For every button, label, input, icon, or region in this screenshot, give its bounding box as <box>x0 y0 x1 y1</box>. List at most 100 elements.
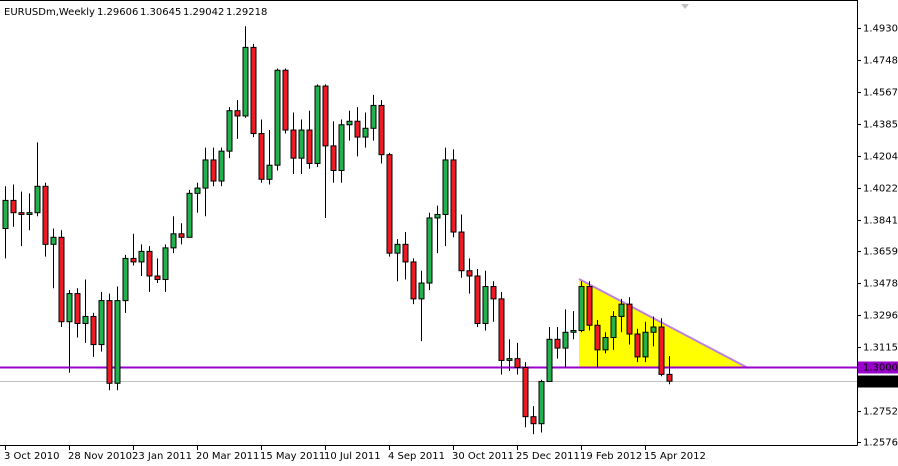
candle-body <box>322 85 329 147</box>
candle-body <box>138 250 145 263</box>
candle-body <box>402 243 409 263</box>
candle-body <box>242 46 249 117</box>
candle-body <box>98 300 105 346</box>
candle-body <box>466 270 473 277</box>
candle-body <box>594 324 601 351</box>
x-tick-label: 10 Jul 2011 <box>324 451 381 462</box>
candle-body <box>74 293 81 324</box>
shift-marker <box>681 4 689 9</box>
candle-body <box>626 303 633 335</box>
trend-line <box>578 278 749 369</box>
candle-body <box>250 46 257 135</box>
y-tick-label: 1.34780 <box>863 279 898 290</box>
candle-body <box>442 159 449 215</box>
candle-body <box>506 358 513 361</box>
y-tick-label: 1.36595 <box>863 247 898 258</box>
candle-body <box>82 315 89 324</box>
candle-body <box>26 212 33 215</box>
header-high: 1.30645 <box>140 7 181 18</box>
header-close: 1.29218 <box>226 7 267 18</box>
y-tick-label: 1.43855 <box>863 120 898 131</box>
candle-body <box>426 217 433 284</box>
candle-body <box>258 133 265 180</box>
header-open: 1.29606 <box>97 7 138 18</box>
y-tick-label: 1.42040 <box>863 152 898 163</box>
candle-body <box>538 381 545 425</box>
candle-body <box>386 154 393 254</box>
candle-body <box>2 199 9 230</box>
y-tick-label: 1.47485 <box>863 56 898 67</box>
x-tick-label: 25 Dec 2011 <box>516 451 580 462</box>
candle-body <box>186 192 193 238</box>
x-tick-label: 4 Sep 2011 <box>388 451 445 462</box>
candle-body <box>658 326 665 375</box>
candle-body <box>34 185 41 214</box>
candle-body <box>554 338 561 349</box>
candle-body <box>618 303 625 317</box>
x-tick-label: 19 Feb 2012 <box>580 451 642 462</box>
candle-body <box>642 331 649 358</box>
candle-body <box>298 129 305 159</box>
last-price-label: 1.29218 <box>863 377 898 388</box>
last-price-box <box>858 375 898 388</box>
candle-body <box>306 129 313 164</box>
candle-body <box>42 185 49 245</box>
candle-body <box>226 110 233 152</box>
candle-body <box>522 366 529 418</box>
candle-body <box>330 145 337 171</box>
candle-body <box>546 338 553 383</box>
candle-body <box>514 358 521 368</box>
candle-body <box>194 187 201 194</box>
candle-body <box>666 373 673 382</box>
candle-body <box>202 159 209 189</box>
candle-body <box>354 120 361 138</box>
y-tick-label: 1.25760 <box>863 438 898 449</box>
x-tick-label: 15 Apr 2012 <box>644 451 706 462</box>
candle-body <box>274 69 281 166</box>
candle-body <box>122 257 129 302</box>
candle-body <box>530 416 537 425</box>
x-tick-label: 23 Jan 2011 <box>132 451 192 462</box>
candle-body <box>562 331 569 349</box>
candle-body <box>370 104 377 129</box>
candle-body <box>210 159 217 182</box>
candle-body <box>378 104 385 156</box>
y-tick-label: 1.49300 <box>863 24 898 35</box>
candle-body <box>482 286 489 324</box>
candle-body <box>10 199 17 214</box>
candle-body <box>602 337 609 351</box>
y-tick-label: 1.31150 <box>863 343 898 354</box>
x-tick-label: 30 Oct 2011 <box>452 451 514 462</box>
x-tick-label: 15 May 2011 <box>260 451 325 462</box>
candle-body <box>58 236 65 323</box>
candle-body <box>266 164 273 180</box>
candle-body <box>146 250 153 277</box>
candle-body <box>162 247 169 281</box>
y-tick-label: 1.45670 <box>863 88 898 99</box>
x-tick-label: 3 Oct 2010 <box>4 451 59 462</box>
candle-body <box>586 286 593 326</box>
candle-body <box>282 69 289 131</box>
candle-body <box>106 300 113 384</box>
candle-body <box>114 300 121 384</box>
candle-body <box>234 110 241 117</box>
y-tick-label: 1.27520 <box>863 407 898 418</box>
candle-body <box>338 124 345 171</box>
candle-body <box>474 275 481 324</box>
level-label-box <box>858 361 898 374</box>
candle-body <box>154 275 161 281</box>
candle-body <box>498 298 505 361</box>
candle-body <box>362 127 369 138</box>
level-label: 1.30000 <box>863 363 898 374</box>
y-tick-label: 1.38410 <box>863 216 898 227</box>
candle-body <box>458 231 465 272</box>
candle-body <box>50 236 57 245</box>
candle-body <box>578 286 585 332</box>
candle-body <box>570 330 577 333</box>
candle-body <box>314 85 321 164</box>
candle-body <box>394 243 401 254</box>
header-low: 1.29042 <box>183 7 224 18</box>
y-tick-label: 1.40225 <box>863 184 898 195</box>
